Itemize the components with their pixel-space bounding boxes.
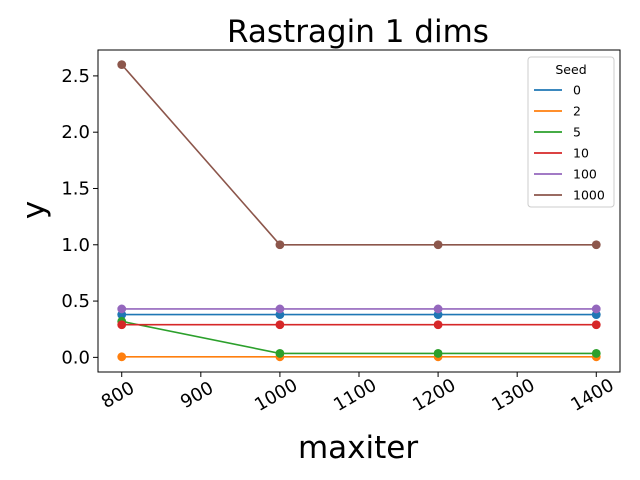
x-tick-label-1300: 1300 (488, 375, 538, 416)
legend-label-2: 2 (573, 104, 581, 119)
data-point-2-800 (117, 352, 127, 362)
x-tick-label-800: 800 (98, 378, 138, 413)
data-point-100-1200 (433, 304, 443, 314)
data-point-10-1000 (275, 320, 285, 330)
legend-box (527, 56, 615, 208)
x-tick-label-900: 900 (177, 378, 217, 413)
data-point-5-1000 (275, 349, 285, 358)
x-axis-label: maxiter (298, 430, 418, 466)
x-tick-label-1000: 1000 (251, 375, 301, 416)
data-point-5-1200 (433, 349, 443, 358)
legend-label-10: 10 (573, 146, 589, 161)
y-tick-label-1.5: 1.5 (61, 178, 90, 199)
series-line-5 (121, 320, 597, 355)
data-point-10-1400 (591, 320, 601, 330)
data-point-100-800 (117, 304, 127, 314)
data-point-100-1000 (275, 304, 285, 314)
data-point-1000-1400 (591, 240, 601, 250)
data-point-5-1400 (591, 349, 601, 358)
data-point-10-800 (117, 320, 127, 330)
data-point-10-1200 (433, 320, 443, 330)
chart-title: Rastragin 1 dims (227, 14, 489, 50)
y-tick-label-2.5: 2.5 (61, 66, 90, 87)
data-point-100-1400 (591, 304, 601, 314)
series-line-1000 (121, 64, 597, 246)
y-tick-label-2.0: 2.0 (61, 122, 90, 143)
y-axis-label: y (16, 201, 52, 219)
legend: Seed 0 2 5 10 100 1000 (527, 56, 615, 208)
x-tick-label-1400: 1400 (567, 375, 617, 416)
data-point-1000-1200 (433, 240, 443, 250)
legend-title: Seed (555, 62, 586, 77)
data-point-1000-800 (117, 60, 127, 70)
x-tick-label-1100: 1100 (330, 375, 380, 416)
y-tick-label-0.5: 0.5 (61, 291, 90, 312)
legend-label-100: 100 (573, 167, 597, 182)
x-tick-label-1200: 1200 (409, 375, 459, 416)
y-tick-label-0.0: 0.0 (61, 347, 90, 368)
y-tick-label-1.0: 1.0 (61, 235, 90, 256)
legend-label-0: 0 (573, 83, 581, 98)
data-point-1000-1000 (275, 240, 285, 250)
legend-label-5: 5 (573, 125, 581, 140)
legend-label-1000: 1000 (573, 188, 605, 203)
